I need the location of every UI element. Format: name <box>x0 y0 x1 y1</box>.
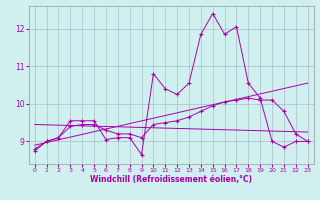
X-axis label: Windchill (Refroidissement éolien,°C): Windchill (Refroidissement éolien,°C) <box>90 175 252 184</box>
